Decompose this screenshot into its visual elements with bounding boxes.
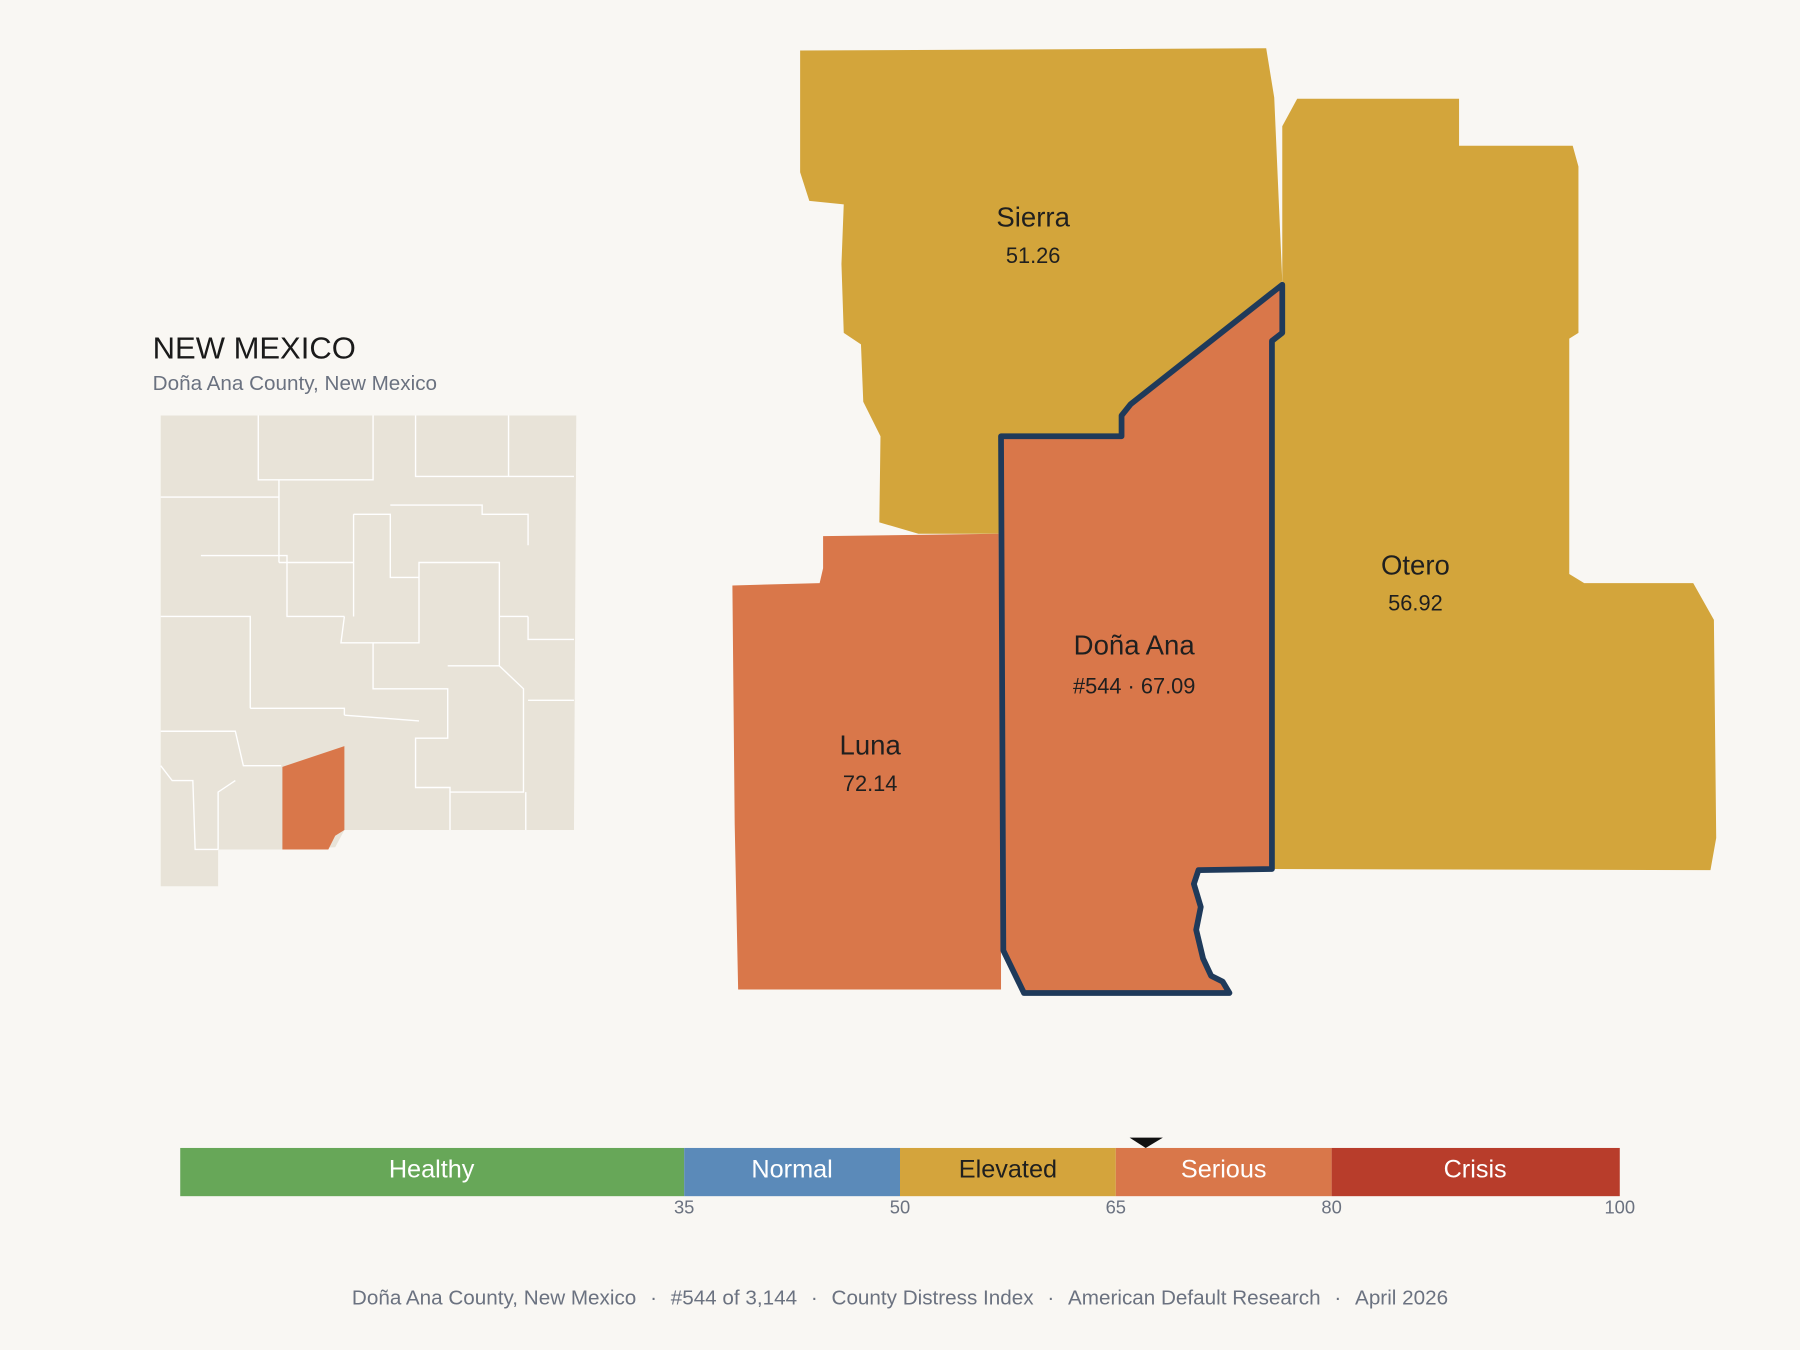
footer: Doña Ana County, New Mexico · #544 of 3,14… [352,1287,1448,1310]
county-score: 56.92 [1388,591,1443,616]
band-label: Elevated [959,1156,1057,1184]
score-marker [1129,1137,1163,1148]
tick-label: 50 [890,1197,910,1218]
county-name: Sierra [996,202,1070,233]
county-name: Otero [1381,549,1450,580]
band-label: Healthy [389,1156,475,1184]
footer-separator: · [1334,1287,1341,1310]
county-score: 51.26 [1006,243,1061,268]
county-shape [1271,98,1717,871]
footer-item: #544 of 3,144 [671,1287,797,1310]
footer-item: Doña Ana County, New Mexico [352,1287,636,1310]
highlighted-county-inset [282,746,345,850]
county-borders [160,415,574,851]
subtitle: Doña Ana County, New Mexico [153,372,437,395]
state-inset [160,415,577,887]
footer-separator: · [650,1287,657,1310]
selected-county-shape [998,281,1286,996]
band-label: Normal [751,1156,832,1184]
detail-map: Sierra 51.26 Otero 56.92 Luna 72.14 Doña… [732,48,1717,996]
tick-label: 100 [1604,1197,1635,1218]
legend-band [684,1147,900,1197]
title: NEW MEXICO [153,330,356,365]
band-label: Serious [1181,1156,1267,1184]
tick-label: 80 [1321,1197,1341,1218]
legend: Healthy Normal Elevated Serious Crisis 3… [180,1137,1635,1218]
state-shape [160,415,577,887]
county-name: Doña Ana [1074,630,1196,661]
legend-band [1115,1147,1332,1197]
county-name: Luna [840,730,902,761]
county-shape [732,533,1002,990]
county-shape [800,48,1283,534]
footer-separator: · [811,1287,818,1310]
legend-band [1331,1147,1620,1197]
county-score: #544 · 67.09 [1073,673,1195,698]
band-label: Crisis [1444,1156,1507,1184]
footer-item: County Distress Index [832,1287,1035,1310]
county-score: 72.14 [843,771,898,796]
legend-band [180,1147,685,1197]
tick-label: 35 [674,1197,694,1218]
footer-item: American Default Research [1068,1287,1321,1310]
legend-band [900,1147,1116,1197]
footer-item: April 2026 [1355,1287,1448,1310]
tick-label: 65 [1106,1197,1126,1218]
footer-separator: · [1047,1287,1054,1310]
